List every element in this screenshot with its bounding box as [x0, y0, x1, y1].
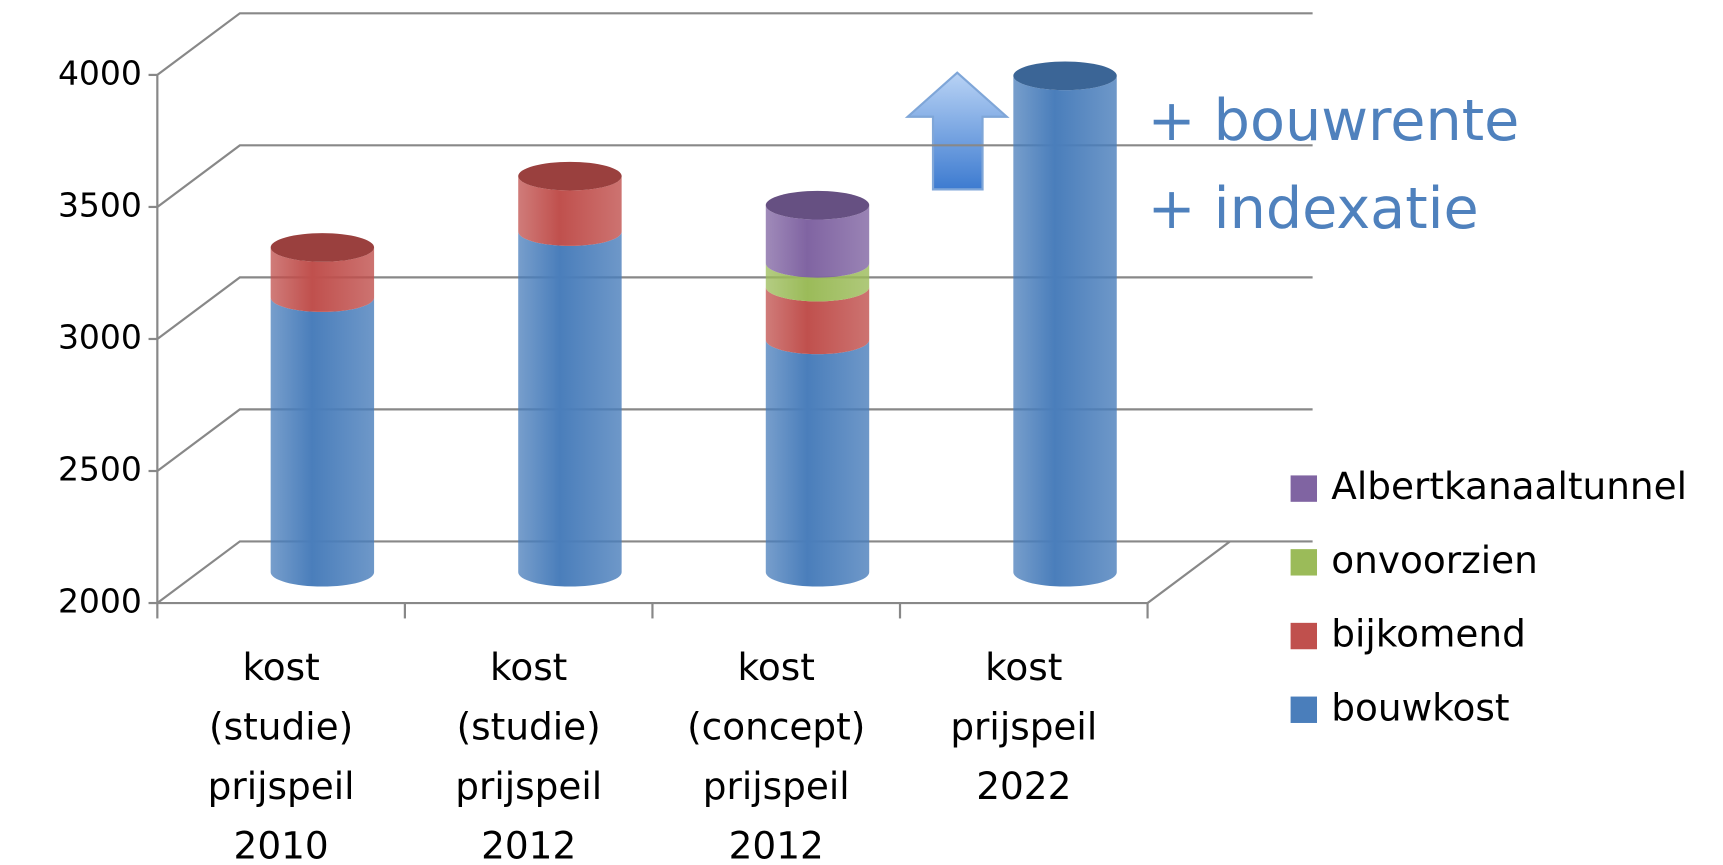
grid-line	[156, 12, 1313, 76]
y-tick-label: 4000	[58, 53, 142, 92]
y-tick-label: 2000	[58, 582, 142, 621]
bar-cap	[1013, 61, 1117, 91]
bar-segment	[765, 287, 870, 355]
annotation: + indexatie	[1148, 176, 1479, 242]
grid-line	[156, 408, 1313, 472]
legend-label: bijkomend	[1331, 612, 1526, 656]
bar-segment	[765, 205, 870, 278]
y-tick-label: 2500	[58, 450, 142, 489]
legend-label: bouwkost	[1331, 685, 1509, 729]
legend-label: onvoorzien	[1331, 538, 1538, 582]
bar-cap	[270, 233, 375, 262]
grid-line	[156, 540, 1313, 604]
bar-segment	[518, 231, 622, 587]
x-tick-label: kost (studie) prijspeil 2012	[455, 645, 602, 865]
legend-label: Albertkanaaltunnel	[1331, 464, 1687, 508]
bar-cap	[765, 190, 870, 220]
arrow-icon	[904, 71, 1010, 191]
bar-segment	[270, 247, 375, 312]
bar-segment	[270, 297, 375, 587]
y-tick-label: 3500	[58, 185, 142, 224]
legend-swatch	[1290, 475, 1318, 502]
bar-segment	[765, 263, 870, 302]
bar-cap	[518, 161, 622, 191]
legend-swatch	[1290, 622, 1318, 650]
bar-segment	[518, 176, 622, 246]
annotation: + bouwrente	[1148, 88, 1520, 154]
x-tick-label: kost prijspeil 2022	[950, 645, 1097, 808]
grid-line	[156, 144, 1313, 208]
x-tick-label: kost (concept) prijspeil 2012	[687, 645, 865, 865]
bar-segment	[1013, 75, 1117, 587]
grid-line	[156, 276, 1313, 340]
bar-segment	[765, 339, 870, 587]
legend-swatch	[1290, 696, 1318, 723]
legend-swatch	[1290, 549, 1318, 576]
y-tick-label: 3000	[58, 317, 142, 356]
x-tick-label: kost (studie) prijspeil 2010	[208, 645, 355, 865]
